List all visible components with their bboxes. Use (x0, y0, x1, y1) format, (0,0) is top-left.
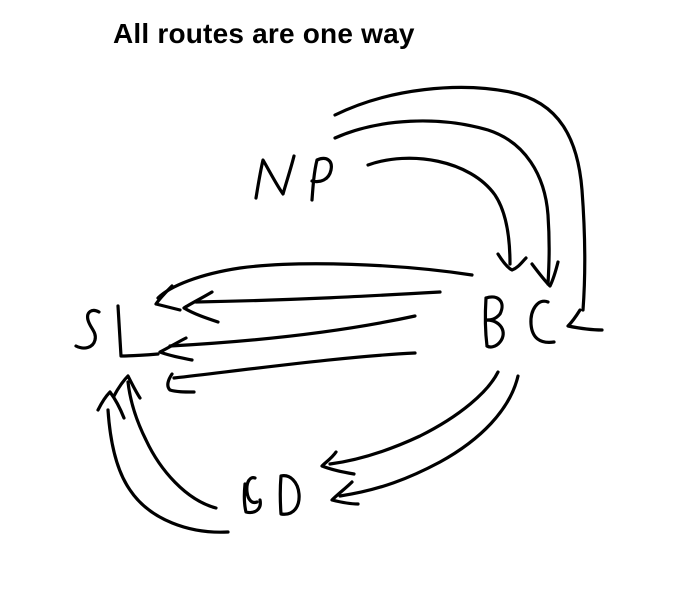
arrow-bc-to-bd-upper (320, 370, 500, 476)
arrow-bc-to-sl-middle (158, 314, 417, 362)
arrow-bc-to-bd-lower (330, 374, 520, 506)
arrow-bc-to-sl-lower (166, 351, 417, 394)
node-bd: BD (242, 474, 301, 516)
arrow-np-to-bc-inner (366, 156, 528, 272)
arrow-bd-to-sl-inner (112, 374, 218, 510)
arrow-np-to-bc-middle (333, 119, 560, 288)
node-sl: SL (74, 304, 160, 358)
arrow-outer-loop-to-bc (333, 85, 604, 332)
arrow-bd-to-sl-outer (96, 390, 230, 534)
arrow-bc-to-sl-upper (182, 290, 442, 324)
arrow-bc-to-sl-top (154, 262, 474, 312)
node-bc: BC (483, 295, 556, 349)
node-np: NP (254, 154, 333, 202)
diagram-title: All routes are one way (113, 18, 415, 49)
